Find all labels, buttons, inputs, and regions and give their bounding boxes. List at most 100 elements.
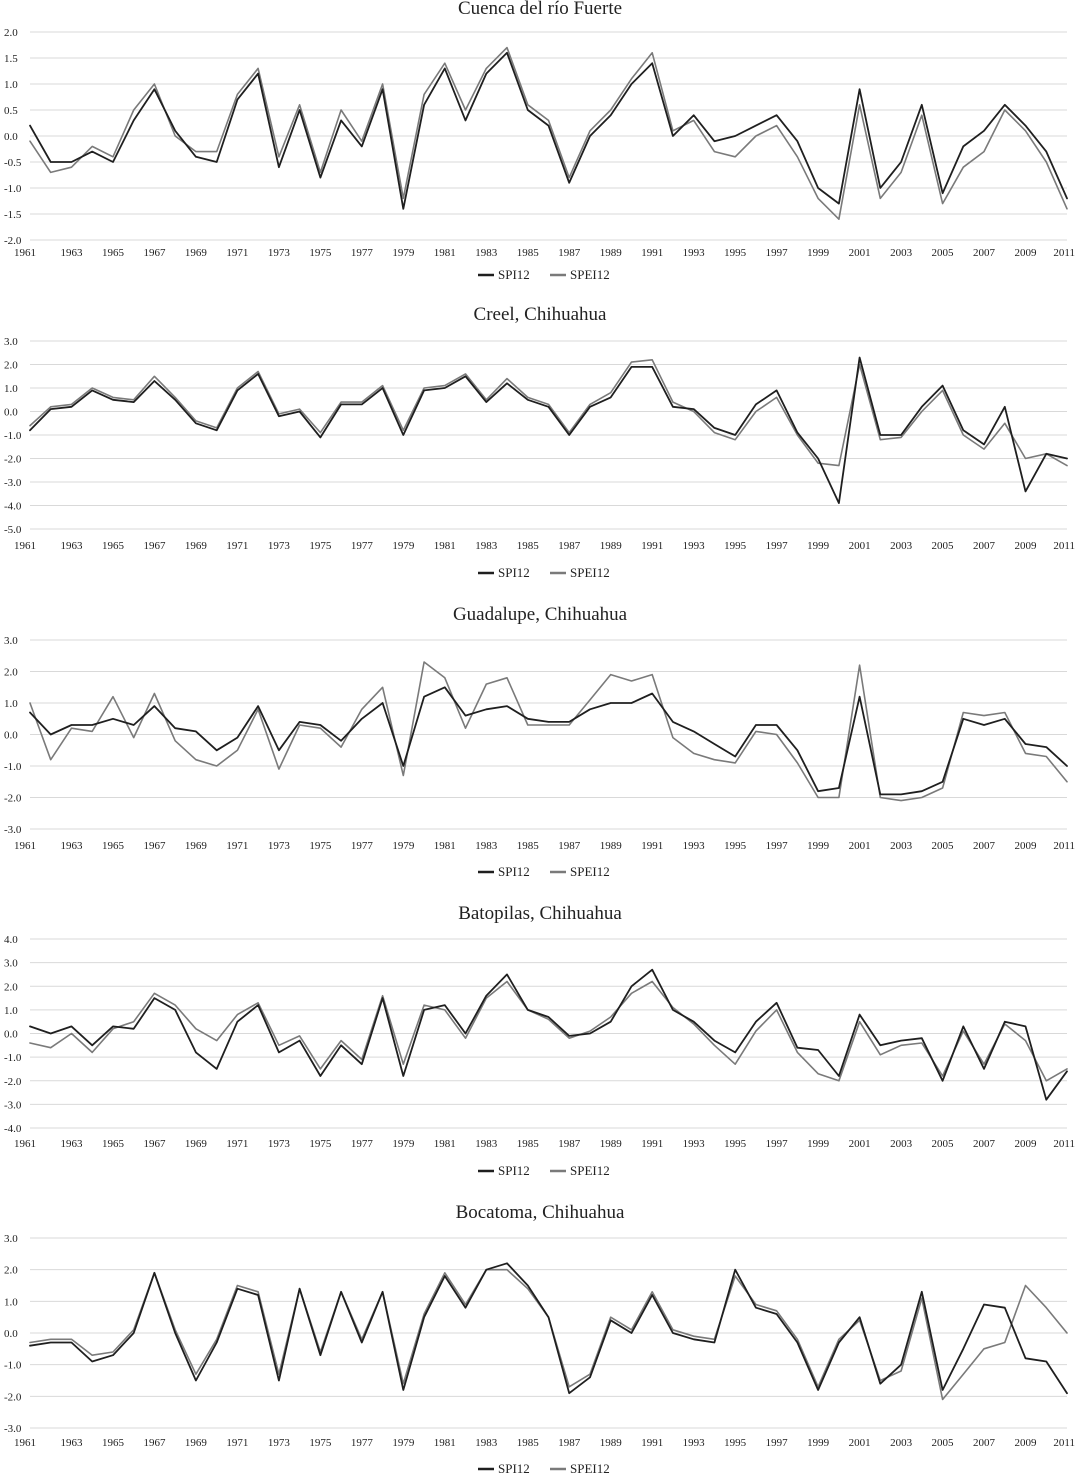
x-tick-label: 1989 (600, 840, 623, 852)
y-tick-label: 0.0 (4, 407, 18, 419)
y-tick-label: -3.0 (4, 1099, 22, 1111)
series-line-spi12 (29, 1262, 1068, 1395)
x-tick-label: 2005 (932, 1437, 955, 1449)
x-tick-label: 1975 (309, 1138, 332, 1150)
y-tick-label: 0.0 (4, 1029, 18, 1041)
y-tick-label: -1.0 (4, 1360, 22, 1372)
x-tick-label: 2001 (849, 1138, 871, 1150)
chart-panel-5: Bocatoma, Chihuahua 3.0 2.0 1.0 0.0 -1.0 -2.0 -… (4, 1202, 1075, 1476)
x-tick-label: 2003 (890, 840, 913, 852)
x-tick-label: 1979 (392, 540, 415, 552)
y-tick-label: -2.0 (4, 793, 22, 805)
x-tick-label: 2003 (890, 1138, 913, 1150)
x-tick-label: 1967 (143, 1138, 166, 1150)
y-tick-label: -1.0 (4, 430, 22, 442)
legend: SPI12 SPEI12 (478, 565, 610, 580)
x-tick-label: 2005 (932, 840, 955, 852)
chart-panel-2: Creel, Chihuahua 3.0 2.0 1.0 0.0 -1.0 -2.0 -3.0… (4, 304, 1075, 580)
series-line-spei12 (29, 661, 1068, 802)
x-tick-label: 1991 (641, 1437, 663, 1449)
x-tick-label: 1971 (226, 1437, 248, 1449)
x-tick-label: 2003 (890, 1437, 913, 1449)
x-tick-label: 2011 (1053, 247, 1075, 259)
y-tick-label: -2.0 (4, 1076, 22, 1088)
x-tick-label: 1981 (434, 247, 456, 259)
x-tick-label: 2001 (849, 840, 871, 852)
x-tick-label: 1987 (558, 840, 581, 852)
x-tick-label: 1995 (724, 1138, 747, 1150)
x-tick-label: 1981 (434, 540, 456, 552)
x-tick-label: 1973 (268, 1437, 291, 1449)
x-tick-label: 1967 (143, 247, 166, 259)
x-tick-label: 1997 (766, 247, 789, 259)
x-tick-label: 1991 (641, 540, 663, 552)
chart-title: Guadalupe, Chihuahua (453, 604, 628, 625)
y-tick-label: 1.5 (4, 53, 18, 65)
y-tick-label: -1.0 (4, 1052, 22, 1064)
series-line-spei12 (29, 358, 1068, 467)
x-tick-label: 1969 (185, 247, 208, 259)
legend: SPI12 SPEI12 (478, 1461, 610, 1476)
x-tick-label: 1965 (102, 540, 125, 552)
x-tick-label: 1973 (268, 247, 291, 259)
series-line-spei12 (29, 46, 1068, 220)
y-tick-label: 2.0 (4, 981, 18, 993)
y-tick-label: -2.0 (4, 235, 22, 247)
y-tick-label: -3.0 (4, 824, 22, 836)
y-tick-label: 3.0 (4, 958, 18, 970)
x-tick-label: 2011 (1053, 540, 1075, 552)
x-tick-label: 2011 (1053, 1437, 1075, 1449)
x-tick-label: 1991 (641, 1138, 663, 1150)
y-tick-label: -1.0 (4, 183, 22, 195)
x-tick-label: 2011 (1053, 840, 1075, 852)
x-tick-label: 1977 (351, 540, 374, 552)
x-tick-label: 1999 (807, 1437, 830, 1449)
x-tick-label: 1971 (226, 247, 248, 259)
x-tick-label: 1979 (392, 840, 415, 852)
y-tick-label: 1.0 (4, 383, 18, 395)
x-tick-label: 1983 (475, 1437, 498, 1449)
x-tick-label: 2007 (973, 247, 996, 259)
legend-label-spi12: SPI12 (498, 864, 530, 879)
x-tick-label: 1983 (475, 840, 498, 852)
x-tick-label: 1971 (226, 840, 248, 852)
x-tick-label: 2007 (973, 540, 996, 552)
x-tick-label: 1997 (766, 1437, 789, 1449)
x-tick-label: 1995 (724, 540, 747, 552)
x-tick-label: 1987 (558, 1437, 581, 1449)
x-tick-label: 1979 (392, 247, 415, 259)
x-tick-label: 1999 (807, 840, 830, 852)
x-tick-label: 1995 (724, 1437, 747, 1449)
x-tick-label: 1975 (309, 247, 332, 259)
y-tick-label: -2.0 (4, 454, 22, 466)
x-tick-label: 1999 (807, 247, 830, 259)
y-tick-label: -4.0 (4, 501, 22, 513)
x-tick-label: 1971 (226, 540, 248, 552)
x-tick-label: 2007 (973, 1138, 996, 1150)
x-tick-label: 1975 (309, 540, 332, 552)
legend-label-spei12: SPEI12 (570, 1461, 610, 1476)
x-tick-label: 1973 (268, 840, 291, 852)
x-tick-label: 1983 (475, 247, 498, 259)
x-tick-label: 1981 (434, 1437, 456, 1449)
y-tick-label: 3.0 (4, 1233, 18, 1245)
y-tick-label: 1.0 (4, 1296, 18, 1308)
x-tick-label: 1997 (766, 840, 789, 852)
x-tick-label: 1967 (143, 1437, 166, 1449)
legend-label-spei12: SPEI12 (570, 267, 610, 282)
x-tick-label: 1997 (766, 540, 789, 552)
x-tick-label: 1961 (14, 1437, 36, 1449)
legend: SPI12 SPEI12 (478, 1163, 610, 1178)
x-tick-label: 1963 (60, 1437, 83, 1449)
x-tick-label: 1995 (724, 840, 747, 852)
x-tick-label: 1961 (14, 1138, 36, 1150)
x-tick-label: 1963 (60, 1138, 83, 1150)
x-tick-label: 2007 (973, 840, 996, 852)
x-tick-label: 1973 (268, 1138, 291, 1150)
y-tick-label: 4.0 (4, 934, 18, 946)
x-tick-label: 2011 (1053, 1138, 1075, 1150)
x-tick-label: 1969 (185, 1437, 208, 1449)
x-tick-label: 1961 (14, 247, 36, 259)
y-tick-label: -2.0 (4, 1391, 22, 1403)
y-tick-label: -3.0 (4, 477, 22, 489)
